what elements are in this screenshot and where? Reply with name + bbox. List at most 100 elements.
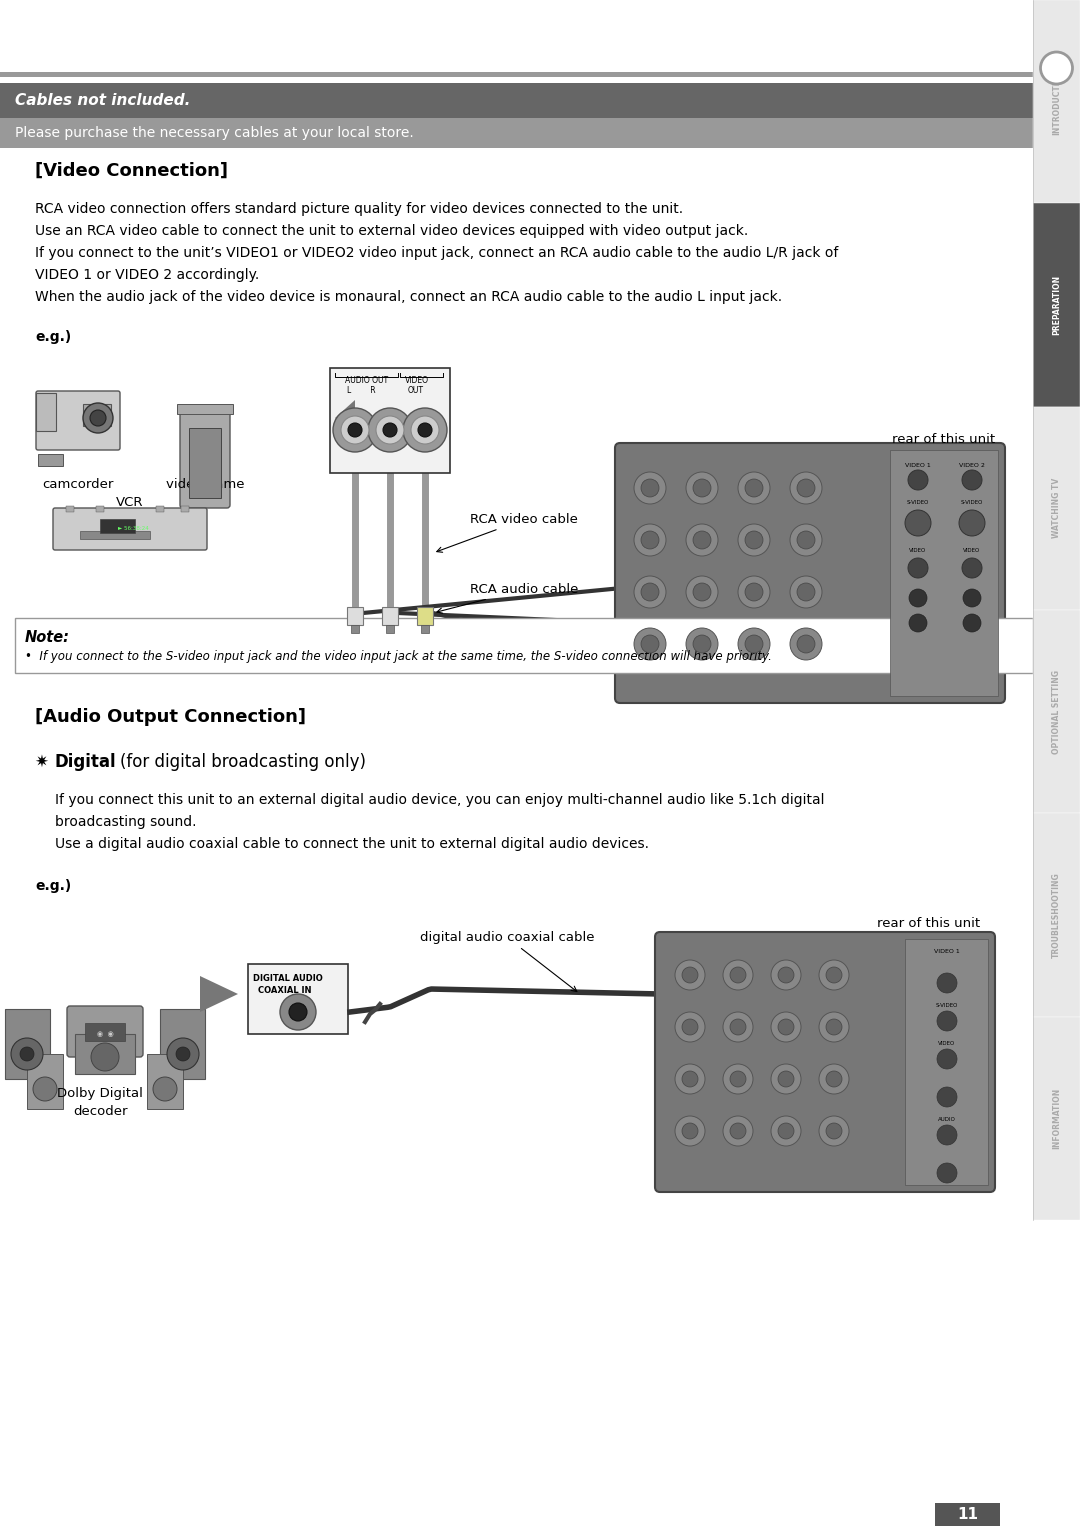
Text: Cables not included.: Cables not included. — [15, 93, 190, 108]
Circle shape — [642, 479, 659, 497]
Circle shape — [909, 589, 927, 607]
Circle shape — [376, 417, 404, 444]
Circle shape — [745, 531, 762, 549]
Text: DIGITAL AUDIO: DIGITAL AUDIO — [253, 974, 323, 983]
Circle shape — [937, 1048, 957, 1070]
Bar — [36, 394, 56, 430]
Text: S-VIDEO: S-VIDEO — [907, 501, 929, 505]
Circle shape — [826, 1019, 842, 1035]
Text: Digital: Digital — [55, 752, 117, 771]
Text: VIDEO 1: VIDEO 1 — [905, 462, 931, 468]
Text: When the audio jack of the video device is monaural, connect an RCA audio cable : When the audio jack of the video device … — [35, 290, 782, 304]
Bar — [0, 118, 1032, 148]
Bar — [417, 607, 433, 626]
Circle shape — [745, 635, 762, 653]
Circle shape — [771, 960, 801, 990]
Text: RCA audio cable: RCA audio cable — [437, 583, 579, 613]
Text: ► 56:38:24: ► 56:38:24 — [118, 526, 149, 531]
Circle shape — [937, 974, 957, 993]
Circle shape — [789, 472, 822, 504]
Text: (for digital broadcasting only): (for digital broadcasting only) — [120, 752, 366, 771]
Bar — [1032, 610, 1080, 813]
Circle shape — [797, 479, 815, 497]
Circle shape — [723, 1116, 753, 1146]
Circle shape — [723, 1064, 753, 1094]
Circle shape — [789, 575, 822, 607]
Bar — [96, 507, 104, 513]
Text: Please purchase the necessary cables at your local store.: Please purchase the necessary cables at … — [15, 127, 414, 140]
Circle shape — [634, 629, 666, 661]
Bar — [890, 450, 998, 696]
Circle shape — [348, 423, 362, 436]
FancyBboxPatch shape — [36, 391, 120, 450]
Text: [Audio Output Connection]: [Audio Output Connection] — [35, 708, 306, 726]
Circle shape — [289, 1003, 307, 1021]
Circle shape — [403, 407, 447, 452]
Circle shape — [771, 1012, 801, 1042]
Circle shape — [963, 589, 981, 607]
Text: broadcasting sound.: broadcasting sound. — [55, 815, 197, 829]
Bar — [1032, 406, 1080, 610]
Circle shape — [11, 1038, 43, 1070]
Text: 11: 11 — [957, 1508, 978, 1521]
Circle shape — [963, 613, 981, 632]
Circle shape — [819, 1064, 849, 1094]
Circle shape — [1040, 52, 1072, 84]
Circle shape — [738, 629, 770, 661]
Text: OPTIONAL SETTING: OPTIONAL SETTING — [1052, 670, 1061, 754]
Circle shape — [686, 523, 718, 555]
FancyBboxPatch shape — [615, 443, 1005, 703]
Circle shape — [819, 1012, 849, 1042]
Circle shape — [771, 1064, 801, 1094]
Circle shape — [738, 523, 770, 555]
Text: S-VIDEO: S-VIDEO — [935, 1003, 958, 1009]
Bar — [351, 626, 359, 633]
Bar — [935, 1503, 1000, 1526]
Circle shape — [771, 1116, 801, 1146]
Circle shape — [83, 403, 113, 433]
Circle shape — [368, 407, 411, 452]
Circle shape — [383, 423, 397, 436]
Circle shape — [634, 575, 666, 607]
Text: Use a digital audio coaxial cable to connect the unit to external digital audio : Use a digital audio coaxial cable to con… — [55, 836, 649, 852]
Circle shape — [909, 613, 927, 632]
Circle shape — [686, 575, 718, 607]
Bar — [181, 507, 189, 513]
Text: If you connect to the unit’s VIDEO1 or VIDEO2 video input jack, connect an RCA a: If you connect to the unit’s VIDEO1 or V… — [35, 246, 838, 259]
Bar — [421, 626, 429, 633]
Text: camcorder: camcorder — [42, 478, 113, 491]
Text: e.g.): e.g.) — [35, 330, 71, 343]
Text: If you connect this unit to an external digital audio device, you can enjoy mult: If you connect this unit to an external … — [55, 794, 824, 807]
Circle shape — [341, 417, 369, 444]
Circle shape — [778, 1123, 794, 1138]
Text: e.g.): e.g.) — [35, 879, 71, 893]
Circle shape — [797, 583, 815, 601]
Text: PREPARATION: PREPARATION — [1052, 275, 1061, 336]
Text: VCR: VCR — [117, 496, 144, 510]
Bar — [347, 607, 363, 626]
Circle shape — [723, 960, 753, 990]
FancyBboxPatch shape — [180, 407, 230, 508]
Circle shape — [693, 479, 711, 497]
Circle shape — [745, 583, 762, 601]
Circle shape — [937, 1125, 957, 1144]
Circle shape — [176, 1047, 190, 1061]
Circle shape — [693, 635, 711, 653]
Text: WATCHING TV: WATCHING TV — [1052, 478, 1061, 539]
Circle shape — [819, 960, 849, 990]
Bar — [66, 507, 75, 513]
Circle shape — [738, 575, 770, 607]
Circle shape — [681, 1019, 698, 1035]
Text: Dolby Digital: Dolby Digital — [57, 1087, 143, 1100]
Circle shape — [675, 960, 705, 990]
Bar — [1032, 813, 1080, 1016]
Text: OUT: OUT — [408, 386, 424, 395]
Circle shape — [778, 1071, 794, 1087]
Circle shape — [693, 531, 711, 549]
Circle shape — [686, 629, 718, 661]
Circle shape — [730, 967, 746, 983]
Circle shape — [826, 1071, 842, 1087]
Bar — [1032, 0, 1080, 203]
Circle shape — [738, 472, 770, 504]
Bar — [27, 1054, 63, 1109]
